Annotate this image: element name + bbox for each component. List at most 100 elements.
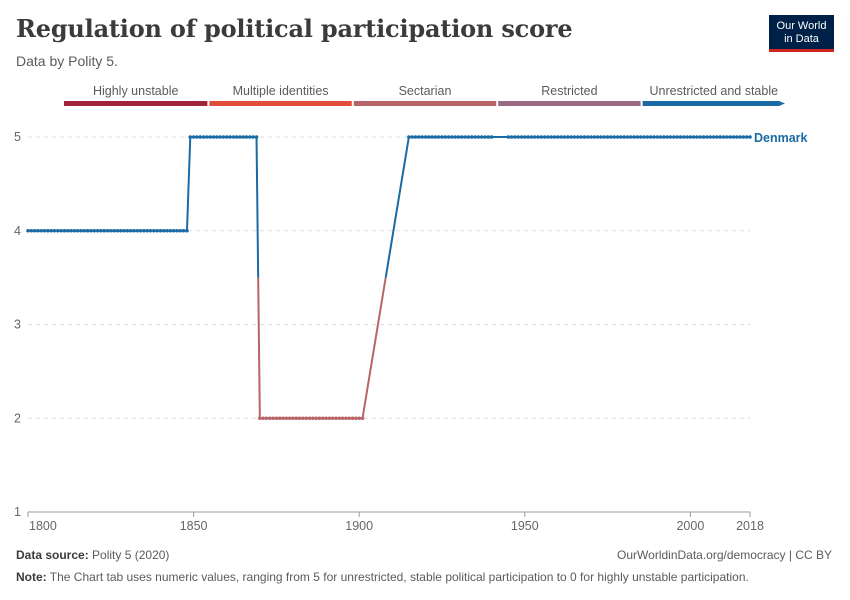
data-point[interactable] — [446, 135, 451, 139]
data-point[interactable] — [681, 135, 686, 139]
data-point[interactable] — [228, 135, 232, 139]
data-point[interactable] — [92, 228, 97, 233]
data-point[interactable] — [347, 416, 352, 421]
data-point[interactable] — [165, 228, 169, 233]
data-point[interactable] — [340, 416, 345, 421]
data-point[interactable] — [135, 228, 140, 233]
data-point[interactable] — [39, 228, 44, 233]
data-point[interactable] — [519, 135, 524, 139]
data-point[interactable] — [324, 416, 328, 421]
data-point[interactable] — [410, 135, 414, 139]
data-point[interactable] — [49, 228, 53, 233]
data-point[interactable] — [460, 135, 464, 139]
legend-swatch[interactable] — [498, 101, 641, 106]
data-point[interactable] — [731, 135, 736, 139]
data-point[interactable] — [456, 135, 461, 139]
data-point[interactable] — [542, 135, 547, 139]
data-point[interactable] — [261, 416, 265, 421]
data-point[interactable] — [748, 135, 752, 139]
data-point[interactable] — [559, 135, 564, 139]
data-point[interactable] — [426, 135, 431, 139]
data-point[interactable] — [579, 135, 583, 139]
data-point[interactable] — [82, 228, 87, 233]
data-point[interactable] — [672, 135, 676, 139]
data-point[interactable] — [532, 135, 537, 139]
data-point[interactable] — [516, 135, 520, 139]
series-label-denmark[interactable]: Denmark — [754, 131, 808, 145]
data-point[interactable] — [264, 416, 269, 421]
data-point[interactable] — [628, 135, 633, 139]
data-point[interactable] — [506, 135, 511, 139]
data-point[interactable] — [436, 135, 441, 139]
data-point[interactable] — [188, 135, 193, 139]
data-point[interactable] — [307, 416, 312, 421]
data-point[interactable] — [668, 135, 673, 139]
data-point[interactable] — [248, 135, 252, 139]
data-point[interactable] — [191, 135, 196, 139]
data-point[interactable] — [26, 228, 30, 233]
data-point[interactable] — [317, 416, 322, 421]
data-point[interactable] — [473, 135, 477, 139]
data-point[interactable] — [450, 135, 454, 139]
data-point[interactable] — [622, 135, 626, 139]
data-point[interactable] — [526, 135, 530, 139]
data-point[interactable] — [417, 135, 421, 139]
data-point[interactable] — [152, 228, 156, 233]
data-point[interactable] — [549, 135, 554, 139]
data-point[interactable] — [354, 416, 358, 421]
data-point[interactable] — [195, 135, 199, 139]
data-point[interactable] — [466, 135, 471, 139]
data-point[interactable] — [662, 135, 666, 139]
data-point[interactable] — [85, 228, 90, 233]
data-point[interactable] — [62, 228, 67, 233]
data-point[interactable] — [695, 135, 699, 139]
data-point[interactable] — [185, 228, 189, 233]
data-point[interactable] — [297, 416, 302, 421]
legend-swatch[interactable] — [353, 101, 497, 106]
data-point[interactable] — [638, 135, 643, 139]
data-point[interactable] — [562, 135, 567, 139]
data-point[interactable] — [350, 416, 355, 421]
data-point[interactable] — [619, 135, 623, 139]
data-point[interactable] — [744, 135, 749, 139]
source-link[interactable]: Polity 5 (2020) — [92, 548, 170, 562]
data-point[interactable] — [711, 135, 716, 139]
data-point[interactable] — [595, 135, 600, 139]
data-point[interactable] — [476, 135, 481, 139]
data-point[interactable] — [221, 135, 226, 139]
data-point[interactable] — [688, 135, 693, 139]
data-point[interactable] — [479, 135, 484, 139]
data-point[interactable] — [407, 135, 411, 139]
data-point[interactable] — [241, 135, 246, 139]
data-point[interactable] — [701, 135, 706, 139]
data-point[interactable] — [546, 135, 550, 139]
legend-label[interactable]: Multiple identities — [233, 84, 329, 98]
data-point[interactable] — [691, 135, 696, 139]
data-point[interactable] — [718, 135, 722, 139]
data-point[interactable] — [277, 416, 282, 421]
data-point[interactable] — [572, 135, 577, 139]
legend-label[interactable]: Highly unstable — [93, 84, 179, 98]
data-point[interactable] — [463, 135, 467, 139]
data-point[interactable] — [254, 135, 259, 139]
data-point[interactable] — [536, 135, 540, 139]
data-point[interactable] — [95, 228, 100, 233]
data-point[interactable] — [52, 228, 57, 233]
data-point[interactable] — [105, 228, 110, 233]
data-point[interactable] — [231, 135, 236, 139]
data-point[interactable] — [161, 228, 166, 233]
data-point[interactable] — [337, 416, 342, 421]
data-point[interactable] — [118, 228, 123, 233]
data-point[interactable] — [453, 135, 458, 139]
data-point[interactable] — [244, 135, 249, 139]
data-point[interactable] — [489, 135, 494, 139]
data-point[interactable] — [486, 135, 491, 139]
data-point[interactable] — [433, 135, 438, 139]
data-point[interactable] — [648, 135, 653, 139]
data-point[interactable] — [585, 135, 590, 139]
data-point[interactable] — [198, 135, 203, 139]
data-point[interactable] — [128, 228, 133, 233]
data-point[interactable] — [311, 416, 315, 421]
data-point[interactable] — [440, 135, 444, 139]
data-point[interactable] — [99, 228, 103, 233]
